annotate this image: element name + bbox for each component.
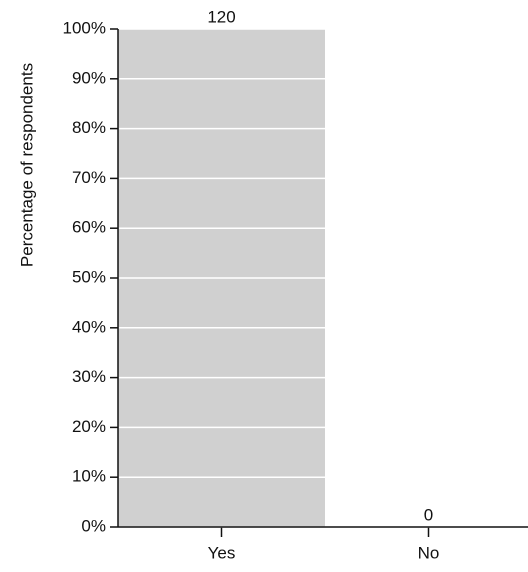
y-tick-label: 20% bbox=[72, 417, 106, 436]
y-tick-label: 90% bbox=[72, 68, 106, 87]
y-tick-label: 60% bbox=[72, 218, 106, 237]
y-tick-label: 50% bbox=[72, 267, 106, 286]
bar-count-label: 120 bbox=[207, 7, 235, 26]
y-tick-label: 30% bbox=[72, 367, 106, 386]
y-tick-label: 0% bbox=[81, 516, 106, 535]
y-tick-label: 40% bbox=[72, 317, 106, 336]
y-axis-label: Percentage of respondents bbox=[17, 63, 36, 267]
y-tick-label: 100% bbox=[63, 18, 106, 37]
y-tick-label: 80% bbox=[72, 118, 106, 137]
y-tick-label: 10% bbox=[72, 467, 106, 486]
y-tick-label: 70% bbox=[72, 168, 106, 187]
bar-count-label: 0 bbox=[424, 505, 433, 524]
x-tick-label: No bbox=[418, 543, 440, 562]
x-tick-label: Yes bbox=[208, 543, 236, 562]
